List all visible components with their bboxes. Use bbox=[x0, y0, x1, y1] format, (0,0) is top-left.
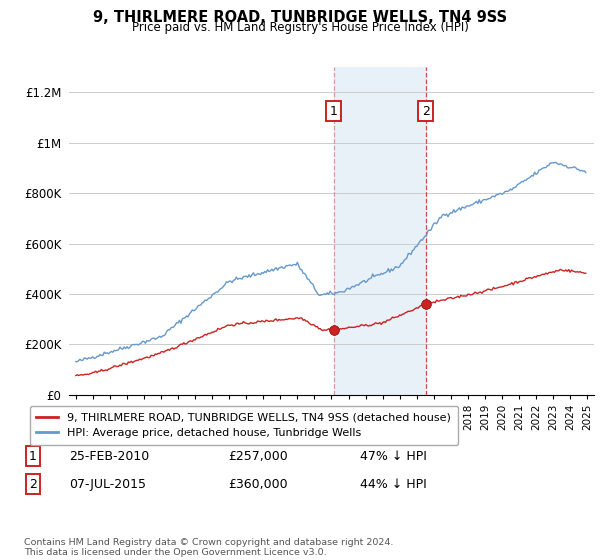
Text: Price paid vs. HM Land Registry's House Price Index (HPI): Price paid vs. HM Land Registry's House … bbox=[131, 21, 469, 34]
Text: £360,000: £360,000 bbox=[228, 478, 287, 491]
Text: 07-JUL-2015: 07-JUL-2015 bbox=[69, 478, 146, 491]
Text: 44% ↓ HPI: 44% ↓ HPI bbox=[360, 478, 427, 491]
Text: 9, THIRLMERE ROAD, TUNBRIDGE WELLS, TN4 9SS: 9, THIRLMERE ROAD, TUNBRIDGE WELLS, TN4 … bbox=[93, 10, 507, 25]
Bar bbox=[334, 67, 425, 395]
Text: 2: 2 bbox=[422, 105, 430, 118]
Text: £257,000: £257,000 bbox=[228, 450, 288, 463]
Text: 1: 1 bbox=[329, 105, 337, 118]
Text: 2: 2 bbox=[29, 478, 37, 491]
Text: 25-FEB-2010: 25-FEB-2010 bbox=[69, 450, 149, 463]
Text: 47% ↓ HPI: 47% ↓ HPI bbox=[360, 450, 427, 463]
Text: 1: 1 bbox=[29, 450, 37, 463]
Text: Contains HM Land Registry data © Crown copyright and database right 2024.
This d: Contains HM Land Registry data © Crown c… bbox=[24, 538, 394, 557]
Legend: 9, THIRLMERE ROAD, TUNBRIDGE WELLS, TN4 9SS (detached house), HPI: Average price: 9, THIRLMERE ROAD, TUNBRIDGE WELLS, TN4 … bbox=[29, 406, 458, 445]
